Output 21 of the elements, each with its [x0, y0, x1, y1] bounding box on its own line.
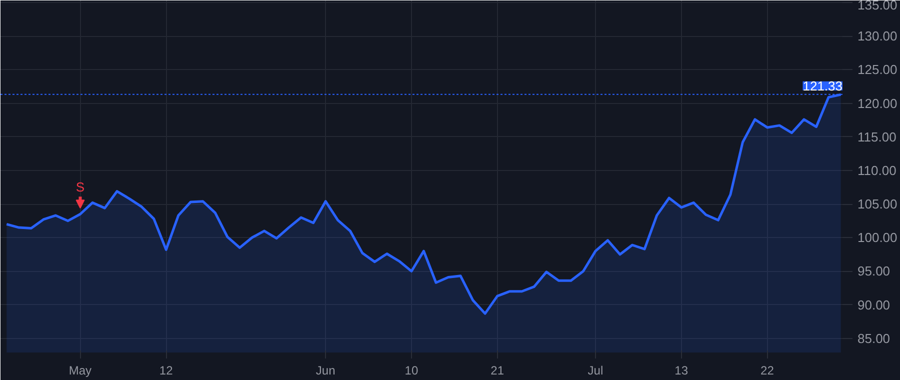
- y-tick-label: 90.00: [858, 297, 890, 312]
- x-tick-label: 12: [159, 364, 174, 378]
- x-tick-label: 22: [760, 364, 774, 378]
- x-tick-label: Jun: [316, 364, 336, 378]
- x-tick-label: 10: [404, 364, 418, 378]
- x-tick-label: 21: [490, 364, 504, 378]
- y-tick-label: 85.00: [858, 330, 890, 346]
- y-tick-label: 105.00: [858, 196, 898, 212]
- y-tick-label: 115.00: [858, 129, 896, 144]
- y-tick-label: 125.00: [858, 62, 898, 78]
- y-tick-label: 95.00: [858, 264, 890, 279]
- ref-line-label: 121.33: [802, 78, 843, 94]
- y-tick-label: 120.00: [858, 96, 898, 111]
- y-tick-label: 130.00: [858, 28, 898, 44]
- x-tick-label: Jul: [588, 364, 604, 378]
- x-tick-label: 13: [674, 364, 688, 378]
- annotation: S: [76, 180, 85, 195]
- x-tick-label: May: [68, 364, 92, 378]
- y-tick-label: 100.00: [858, 230, 898, 246]
- y-tick-label: 110.00: [858, 162, 896, 178]
- y-tick-label: 135.00: [858, 0, 898, 12]
